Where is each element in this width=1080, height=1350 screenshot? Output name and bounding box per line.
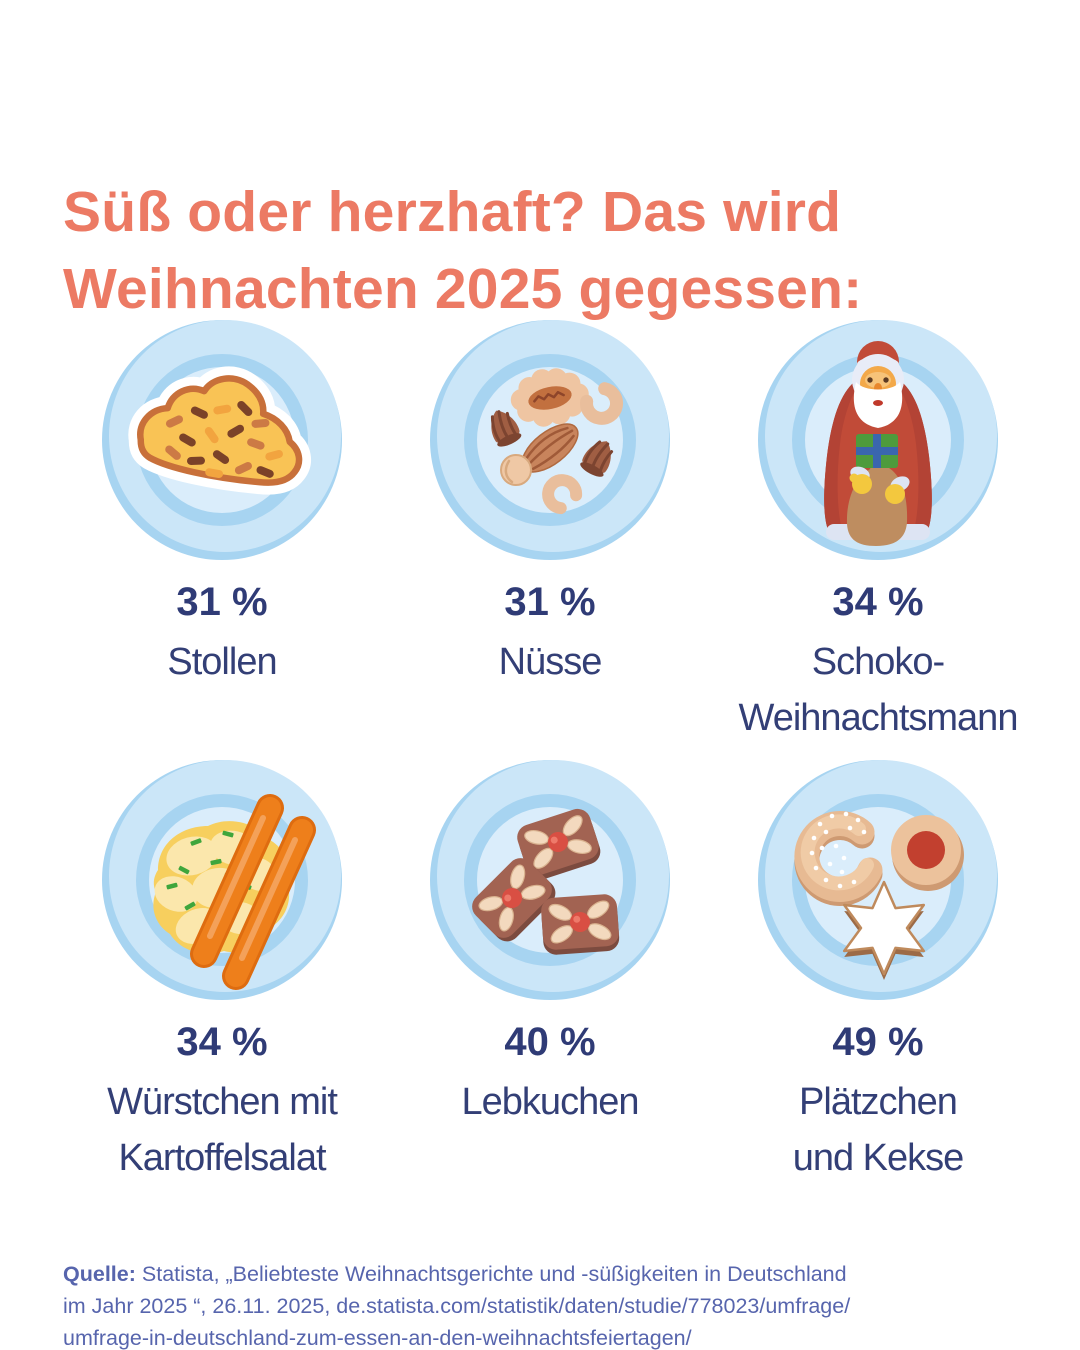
percent-value: 34 % xyxy=(832,580,924,624)
source-label: Quelle: xyxy=(63,1261,136,1286)
category-label: Stollen xyxy=(167,641,277,683)
stat-item-lebkuchen: 40 % Lebkuchen xyxy=(386,758,714,1198)
nuts-plate-icon xyxy=(430,320,670,560)
category-label: Lebkuchen xyxy=(461,1081,640,1123)
stats-grid: 31 % Stollen xyxy=(0,318,1080,1198)
category-label: Nüsse xyxy=(498,641,603,683)
page-title: Süß oder herzhaft? Das wird Weihnachten … xyxy=(63,180,863,322)
percent-value: 34 % xyxy=(176,1020,268,1064)
percent-value: 31 % xyxy=(504,580,596,624)
percent-value: 40 % xyxy=(504,1020,596,1064)
stat-item-plaetzchen-kekse: 49 % Plätzchen und Kekse xyxy=(714,758,1042,1198)
gingerbread-plate-icon xyxy=(430,760,670,1000)
stat-item-schoko-weihnachtsmann: 34 % Schoko- Weihnachtsmann xyxy=(714,318,1042,758)
crescent-cookie xyxy=(794,811,883,906)
category-label: Schoko- Weihnachtsmann xyxy=(738,641,1019,740)
stat-item-nuesse: 31 % Nüsse xyxy=(386,318,714,758)
percent-value: 31 % xyxy=(176,580,268,624)
stat-item-stollen: 31 % Stollen xyxy=(58,318,386,758)
stollen-plate-icon xyxy=(102,320,342,560)
stat-item-wuerstchen-kartoffelsalat: 34 % Würstchen mit Kartoffelsalat xyxy=(58,758,386,1198)
santa-figure xyxy=(824,341,932,546)
source-text: Statista, „Beliebteste Weihnachtsgericht… xyxy=(63,1261,851,1350)
star-cookie xyxy=(842,880,926,980)
sausages-potato-salad-plate-icon xyxy=(102,760,342,1000)
percent-value: 49 % xyxy=(832,1020,924,1064)
jam-cookie xyxy=(891,815,964,891)
category-label: Würstchen mit Kartoffelsalat xyxy=(107,1081,338,1180)
category-label: Plätzchen und Kekse xyxy=(792,1081,965,1180)
source-attribution: Quelle: Statista, „Beliebteste Weihnacht… xyxy=(63,1258,943,1350)
chocolate-santa-plate-icon xyxy=(758,320,998,560)
christmas-cookies-plate-icon xyxy=(758,760,998,1000)
sausages xyxy=(190,794,316,990)
